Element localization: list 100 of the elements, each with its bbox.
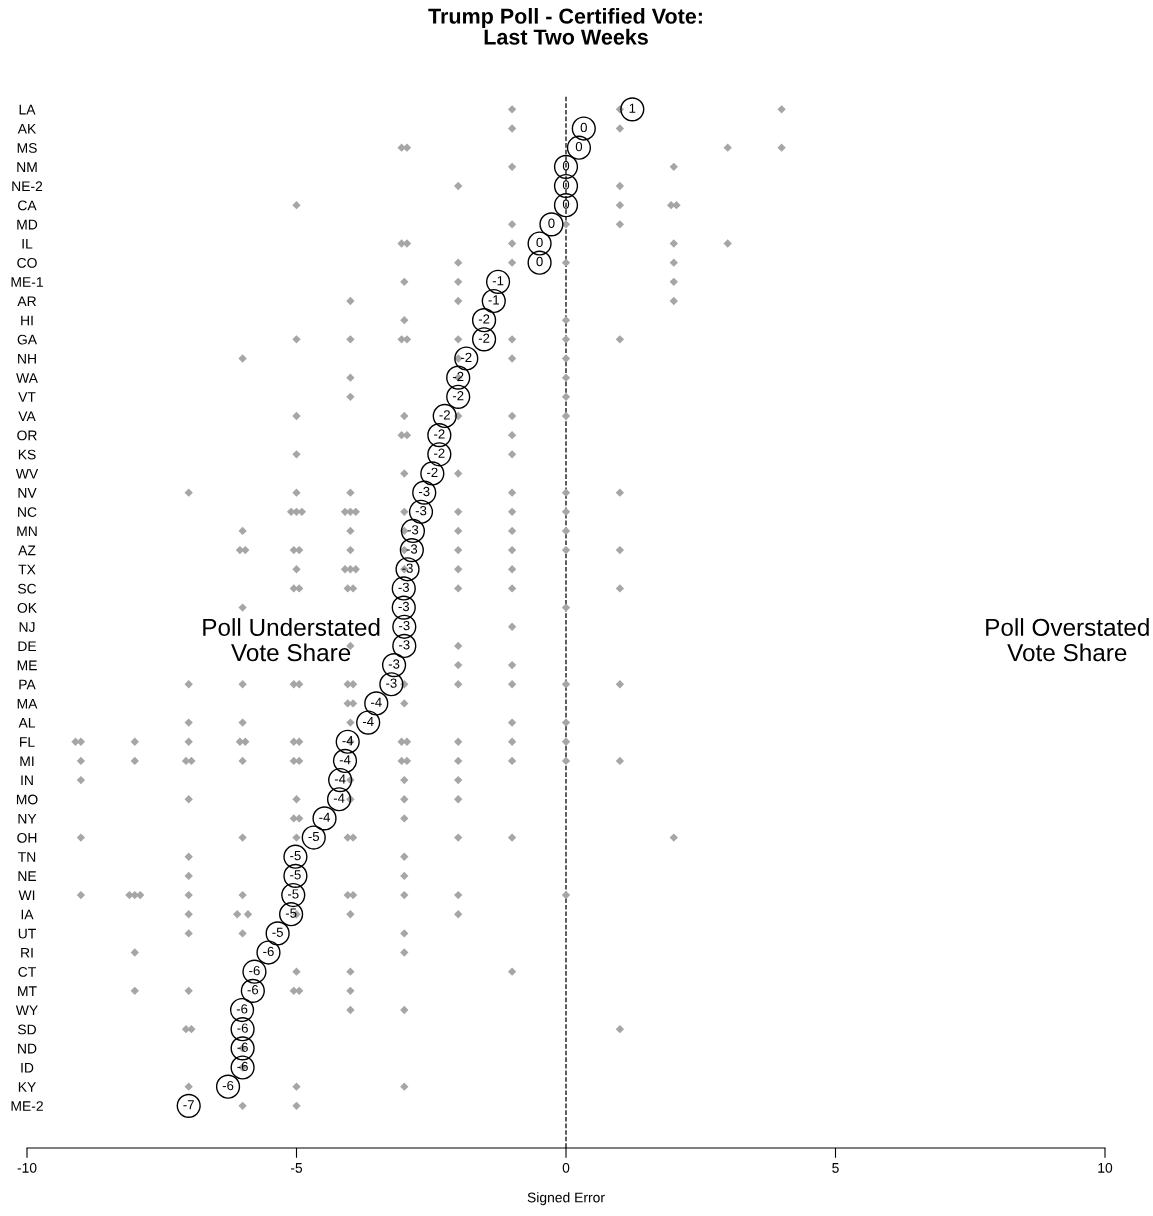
data-label: 0 xyxy=(536,237,543,248)
annotation: Poll Overstated Vote Share xyxy=(986,618,1149,662)
data-label: -2 xyxy=(452,391,464,401)
y-tick-label: NC xyxy=(18,507,37,517)
data-label: -2 xyxy=(434,448,445,458)
y-tick-label: AZ xyxy=(18,545,36,556)
x-tick-label: 5 xyxy=(832,1163,839,1173)
y-tick-label: AL xyxy=(18,718,36,728)
data-label: -5 xyxy=(290,851,301,861)
y-tick-label: ME xyxy=(17,660,37,671)
y-tick-label: MI xyxy=(20,756,34,766)
y-tick-label: NJ xyxy=(19,622,35,632)
y-tick-label: MA xyxy=(17,698,38,709)
data-label: -6 xyxy=(249,965,260,976)
y-tick-label: NV xyxy=(18,488,37,498)
y-tick-label: ND xyxy=(18,1043,37,1054)
y-tick-label: MO xyxy=(16,794,38,805)
data-label: 1 xyxy=(629,103,636,113)
data-label: -5 xyxy=(272,927,283,937)
data-label: -6 xyxy=(236,1004,248,1014)
data-label: -2 xyxy=(439,410,450,420)
data-label: -5 xyxy=(285,908,297,918)
y-tick-label: VT xyxy=(18,392,36,402)
y-tick-label: DE xyxy=(18,641,37,651)
data-label: -2 xyxy=(427,467,438,477)
data-label: -3 xyxy=(418,486,430,497)
y-tick-label: IN xyxy=(21,775,33,786)
y-tick-label: ME-1 xyxy=(11,277,43,287)
y-tick-label: TN xyxy=(18,852,36,862)
data-label: -3 xyxy=(399,620,410,631)
y-tick-label: NM xyxy=(17,162,37,172)
data-label: -1 xyxy=(488,295,499,305)
y-tick-label: OK xyxy=(17,602,37,613)
y-tick-label: SD xyxy=(17,1024,36,1035)
y-tick-label: RI xyxy=(21,948,33,958)
data-label: -5 xyxy=(308,831,320,842)
y-tick-label: HI xyxy=(21,315,33,326)
y-tick-label: WV xyxy=(15,468,39,479)
y-tick-label: IA xyxy=(21,909,34,920)
data-label: -4 xyxy=(319,812,331,822)
data-label: -3 xyxy=(388,659,400,669)
y-tick-label: CA xyxy=(18,200,37,211)
y-tick-label: GA xyxy=(17,334,38,345)
data-label: -5 xyxy=(290,870,301,880)
y-tick-label: LA xyxy=(19,104,36,115)
y-tick-label: FL xyxy=(20,737,35,747)
data-label: -6 xyxy=(222,1080,234,1091)
data-label: -2 xyxy=(452,371,464,382)
x-tick-label: -10 xyxy=(17,1162,37,1173)
y-tick-label: KS xyxy=(18,449,36,460)
x-tick-label: 0 xyxy=(562,1162,570,1173)
y-tick-label: WI xyxy=(18,890,35,901)
x-tick-label: 10 xyxy=(1098,1162,1113,1173)
y-tick-label: OR xyxy=(17,430,37,441)
y-tick-label: MT xyxy=(18,986,37,996)
data-label: -3 xyxy=(399,640,410,650)
y-tick-label: WY xyxy=(15,1005,38,1016)
y-tick-label: PA xyxy=(19,679,36,690)
y-tick-label: SC xyxy=(17,583,37,594)
x-axis-title: Signed Error xyxy=(527,1192,605,1206)
y-tick-label: ME-2 xyxy=(11,1101,43,1111)
y-tick-label: TX xyxy=(18,564,36,575)
data-label: -3 xyxy=(398,582,410,592)
data-label: -2 xyxy=(461,352,472,362)
data-label: -4 xyxy=(362,716,374,726)
annotation: Poll Understated Vote Share xyxy=(203,618,380,662)
data-label: -6 xyxy=(263,946,274,957)
y-tick-label: NH xyxy=(18,353,36,364)
data-label: -6 xyxy=(237,1061,248,1072)
data-label: -4 xyxy=(370,697,382,707)
y-tick-label: VA xyxy=(18,411,36,422)
y-tick-label: CT xyxy=(18,967,36,977)
data-label: 0 xyxy=(575,141,583,152)
data-label: -3 xyxy=(386,678,397,688)
y-tick-label: MN xyxy=(17,526,37,536)
data-label: -6 xyxy=(247,985,259,995)
data-label: 0 xyxy=(580,122,587,133)
data-label: 0 xyxy=(536,256,543,267)
data-label: -7 xyxy=(183,1100,194,1110)
data-label: -2 xyxy=(478,314,490,324)
data-label: -2 xyxy=(478,333,490,343)
data-label: -3 xyxy=(398,601,410,612)
data-label: -6 xyxy=(237,1042,248,1052)
data-label: -5 xyxy=(287,889,299,899)
y-tick-label: KY xyxy=(18,1082,36,1092)
data-label: -3 xyxy=(402,563,413,573)
data-label: 0 xyxy=(562,199,570,209)
y-tick-label: UT xyxy=(18,928,36,939)
y-tick-label: MD xyxy=(17,219,38,230)
y-tick-label: NE-2 xyxy=(12,181,43,192)
data-label: -2 xyxy=(434,429,445,439)
y-tick-label: IL xyxy=(22,238,33,249)
data-label: -3 xyxy=(407,525,419,535)
y-tick-label: AK xyxy=(17,124,37,134)
chart-title: Trump Poll - Certified Vote: Last Two Weeks xyxy=(428,8,702,45)
data-label: -4 xyxy=(339,755,351,765)
data-label: 0 xyxy=(548,218,555,228)
data-label: -4 xyxy=(334,774,346,784)
y-tick-label: NE xyxy=(18,871,37,881)
y-tick-label: MS xyxy=(17,143,37,153)
